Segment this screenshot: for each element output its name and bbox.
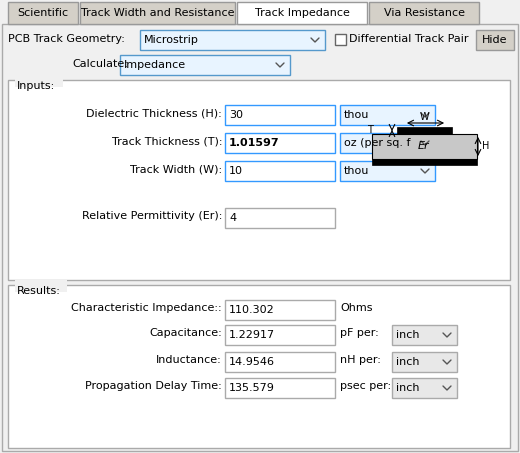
Text: 14.9546: 14.9546 — [229, 357, 275, 367]
Text: Scientific: Scientific — [18, 8, 69, 18]
Bar — [340, 161, 435, 181]
Text: Microstrip: Microstrip — [144, 35, 199, 45]
Text: inch: inch — [396, 330, 420, 340]
Text: inch: inch — [396, 357, 420, 367]
Bar — [340, 133, 435, 153]
Bar — [80, 2, 235, 24]
Text: 1.01597: 1.01597 — [229, 138, 280, 148]
Text: W: W — [419, 112, 429, 122]
Text: psec per:: psec per: — [340, 381, 391, 391]
Text: PCB Track Geometry:: PCB Track Geometry: — [8, 34, 125, 44]
Text: 10: 10 — [229, 166, 243, 176]
Bar — [392, 378, 457, 398]
Bar — [476, 30, 514, 50]
Bar — [237, 2, 367, 24]
Text: Calculate:: Calculate: — [72, 59, 128, 69]
Text: Via Resistance: Via Resistance — [384, 8, 464, 18]
Bar — [8, 285, 510, 448]
Text: 110.302: 110.302 — [229, 305, 275, 315]
Bar — [225, 352, 335, 372]
Text: Characteristic Impedance::: Characteristic Impedance:: — [71, 303, 222, 313]
Text: oz (per sq. f: oz (per sq. f — [344, 138, 410, 148]
Bar — [335, 34, 346, 45]
Text: Propagation Delay Time:: Propagation Delay Time: — [85, 381, 222, 391]
Text: Relative Permittivity (Er):: Relative Permittivity (Er): — [82, 211, 222, 221]
Bar — [397, 127, 452, 134]
Bar — [372, 159, 477, 165]
Bar — [225, 325, 335, 345]
Bar — [392, 352, 457, 372]
Text: Track Width and Resistance: Track Width and Resistance — [81, 8, 234, 18]
Text: inch: inch — [396, 383, 420, 393]
Text: Impedance: Impedance — [124, 60, 186, 70]
Bar — [225, 378, 335, 398]
Text: nH per:: nH per: — [340, 355, 381, 365]
Text: H: H — [482, 141, 489, 151]
Text: T: T — [367, 125, 373, 135]
Text: Capacitance:: Capacitance: — [149, 328, 222, 338]
Bar — [372, 134, 477, 159]
Text: 135.579: 135.579 — [229, 383, 275, 393]
Bar — [225, 133, 335, 153]
Bar — [225, 105, 335, 125]
Bar — [392, 325, 457, 345]
Text: Track Impedance: Track Impedance — [255, 8, 349, 18]
Text: Differential Track Pair: Differential Track Pair — [349, 34, 469, 44]
Text: Inputs:: Inputs: — [17, 81, 55, 91]
Bar — [8, 2, 78, 24]
Text: thou: thou — [344, 166, 369, 176]
Text: 1.22917: 1.22917 — [229, 330, 275, 340]
Bar — [369, 2, 479, 24]
Bar — [225, 208, 335, 228]
Bar — [120, 55, 290, 75]
Bar — [8, 80, 510, 280]
Bar — [15, 280, 67, 292]
Text: Dielectric Thickness (H):: Dielectric Thickness (H): — [86, 108, 222, 118]
Text: Inductance:: Inductance: — [156, 355, 222, 365]
Bar — [225, 161, 335, 181]
Bar — [340, 105, 435, 125]
Text: Track Thickness (T):: Track Thickness (T): — [111, 136, 222, 146]
Text: thou: thou — [344, 110, 369, 120]
Text: Hide: Hide — [482, 35, 508, 45]
Text: Er: Er — [418, 141, 430, 151]
Bar — [140, 30, 325, 50]
Text: Ohms: Ohms — [340, 303, 372, 313]
Text: 4: 4 — [229, 213, 236, 223]
Text: pF per:: pF per: — [340, 328, 379, 338]
Text: Results:: Results: — [17, 286, 61, 296]
Bar — [225, 300, 335, 320]
Text: Track Width (W):: Track Width (W): — [130, 164, 222, 174]
Bar — [15, 75, 63, 87]
Text: 30: 30 — [229, 110, 243, 120]
